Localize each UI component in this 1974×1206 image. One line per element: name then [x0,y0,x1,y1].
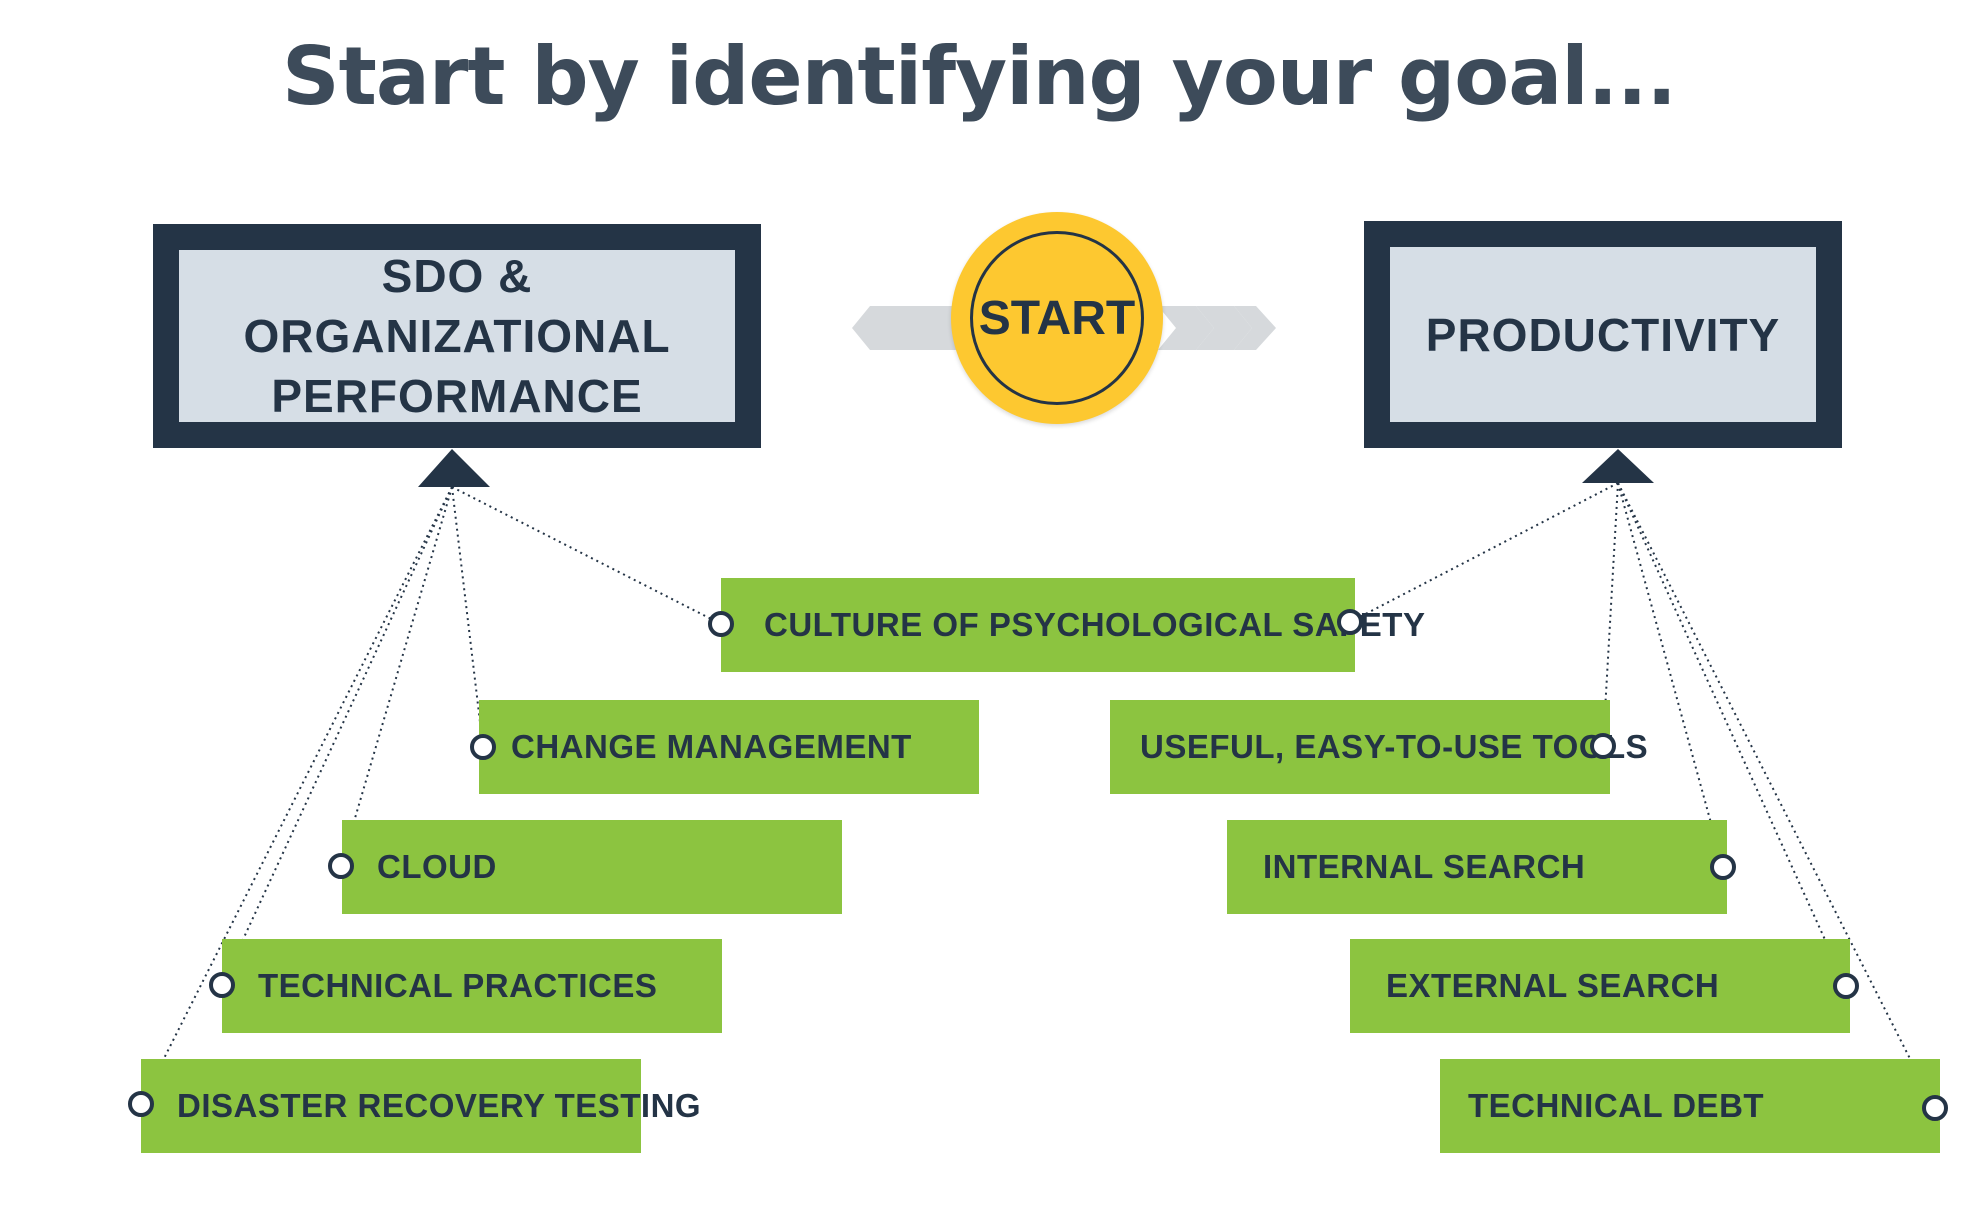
chevron-right-2 [1196,306,1252,350]
goal-left-line-2: PERFORMANCE [271,370,643,422]
left-connectors [140,486,722,1105]
node-cloud [328,853,354,879]
start-badge: START [951,212,1163,424]
connector-technical-practices [221,486,453,986]
factor-cloud: CLOUD [342,820,842,914]
chevron-right-1 [1158,306,1214,350]
node-culture-left [708,611,734,637]
goal-left-line-1: SDO & ORGANIZATIONAL [243,250,671,362]
right-connectors [1349,482,1936,1109]
node-external-search [1833,973,1859,999]
chevron-left-2 [852,306,918,350]
factor-internal-search: INTERNAL SEARCH [1227,820,1727,914]
node-technical-debt [1922,1095,1948,1121]
start-label: START [970,231,1144,405]
factor-useful-easy-to-use-tools: USEFUL, EASY-TO-USE TOOLS [1110,700,1648,794]
page-title: Start by identifying your goal... [282,30,1677,123]
goal-right-label: PRODUCTIVITY [1425,308,1781,361]
factor-technical-practices: TECHNICAL PRACTICES [222,939,722,1033]
right-chevron-arrows [1158,306,1276,350]
factor-culture-of-psychological-safety: CULTURE OF PSYCHOLOGICAL SAFETY [721,578,1425,672]
factor-change-management: CHANGE MANAGEMENT [479,700,979,794]
node-change-management [470,734,496,760]
node-culture-right [1337,609,1363,635]
node-internal-search [1710,854,1736,880]
node-technical-practices [209,972,235,998]
left-goal-pointer [418,449,490,487]
connector-culture-right [1349,482,1619,623]
connector-culture-left [451,486,722,625]
chevron-right-3 [1234,306,1276,350]
connector-internal-search [1617,482,1724,868]
left-chevron-arrows [852,306,980,350]
goal-sdo-organizational-performance: SDO & ORGANIZATIONAL PERFORMANCE [153,224,761,448]
factor-disaster-recovery-testing: DISASTER RECOVERY TESTING [141,1059,701,1153]
factor-technical-debt: TECHNICAL DEBT [1440,1059,1940,1153]
node-useful-tools [1590,733,1616,759]
connector-external-search [1617,482,1847,987]
connector-technical-debt [1617,482,1936,1109]
connector-useful-tools [1602,482,1619,747]
node-disaster-recovery [128,1091,154,1117]
connector-disaster-recovery [140,486,453,1105]
goal-productivity: PRODUCTIVITY [1364,221,1842,448]
right-goal-pointer [1582,449,1654,483]
connector-change-management [451,486,484,748]
factor-external-search: EXTERNAL SEARCH [1350,939,1850,1033]
